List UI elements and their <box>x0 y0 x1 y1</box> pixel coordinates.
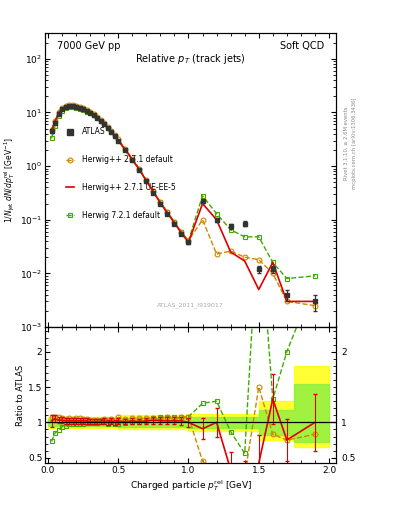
Text: Relative $p_T$ (track jets): Relative $p_T$ (track jets) <box>135 52 246 67</box>
Text: Herwig 7.2.1 default: Herwig 7.2.1 default <box>82 211 160 220</box>
Text: Herwig++ 2.7.1 default: Herwig++ 2.7.1 default <box>82 155 173 164</box>
Y-axis label: $1/N_{\rm jet}\;dN/dp_T^{\rm rel}\;[\rm GeV^{-1}]$: $1/N_{\rm jet}\;dN/dp_T^{\rm rel}\;[\rm … <box>3 137 17 223</box>
Y-axis label: Ratio to ATLAS: Ratio to ATLAS <box>16 365 25 426</box>
X-axis label: Charged particle $p_T^{\rm rel}$ [GeV]: Charged particle $p_T^{\rm rel}$ [GeV] <box>130 478 252 493</box>
Text: ATLAS_2011_I919017: ATLAS_2011_I919017 <box>157 302 224 308</box>
Text: 7000 GeV pp: 7000 GeV pp <box>57 40 120 51</box>
Text: ATLAS: ATLAS <box>82 127 105 136</box>
Text: Herwig++ 2.7.1 UE-EE-5: Herwig++ 2.7.1 UE-EE-5 <box>82 183 175 192</box>
Text: Soft QCD: Soft QCD <box>280 40 324 51</box>
Text: mcplots.cern.ch [arXiv:1306.3436]: mcplots.cern.ch [arXiv:1306.3436] <box>352 98 357 189</box>
Text: Rivet 3.1.10, ≥ 2.6M events: Rivet 3.1.10, ≥ 2.6M events <box>344 106 349 180</box>
